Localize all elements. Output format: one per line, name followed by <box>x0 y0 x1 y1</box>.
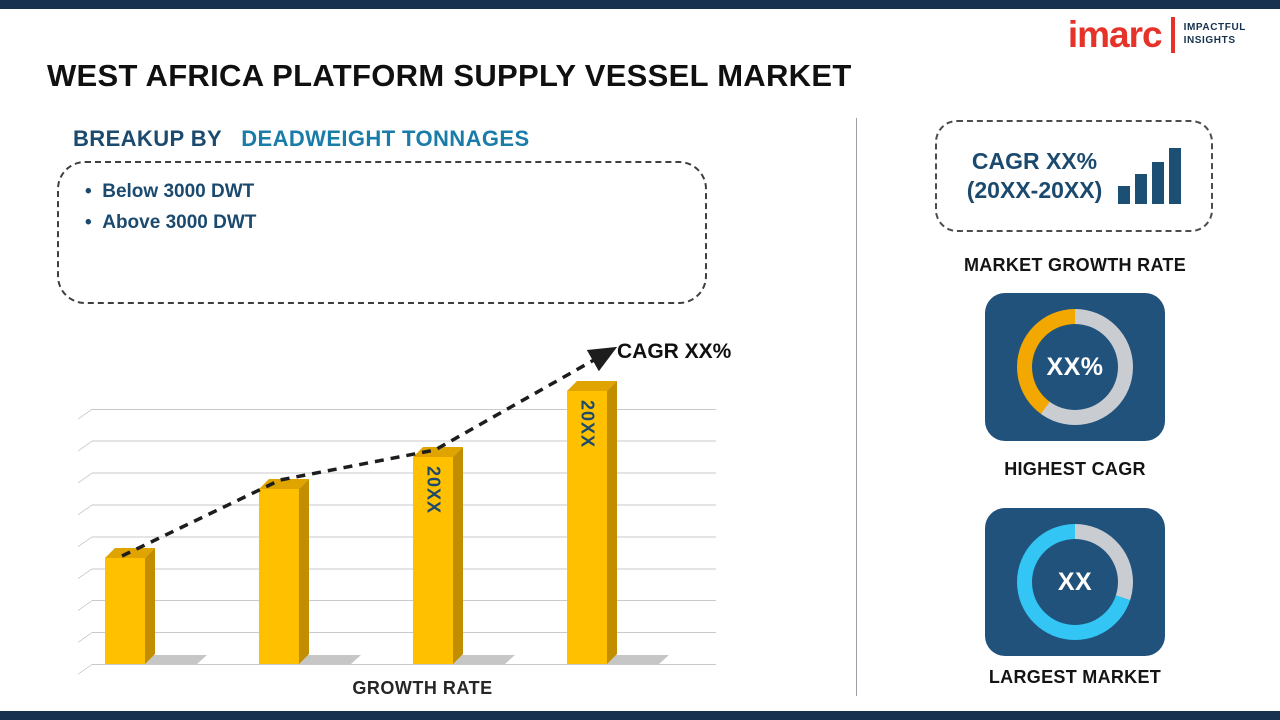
chart-bar: 20XX <box>567 391 607 664</box>
brand-divider <box>1170 16 1175 53</box>
largest-market-label: LARGEST MARKET <box>988 667 1162 687</box>
bar-year-label: 20XX <box>577 400 598 449</box>
breakup-heading-space <box>228 126 235 151</box>
breakup-item: Below 3000 DWT <box>85 177 679 208</box>
donut-chart-largest-market: XX <box>1017 524 1133 640</box>
brand-tagline: IMPACTFUL INSIGHTS <box>1184 22 1246 47</box>
top-border-strip <box>0 0 1280 9</box>
brand-tagline-line2: INSIGHTS <box>1183 34 1236 46</box>
chart-bar <box>259 488 299 664</box>
cagr-box-line1: CAGR XX% <box>971 148 1098 175</box>
highest-cagr-label: HIGHEST CAGR <box>1004 459 1146 479</box>
stat-tile-highest-cagr: XX% <box>985 293 1165 441</box>
cagr-box-text: CAGR XX% (20XX-20XX) <box>967 147 1103 205</box>
breakup-heading-highlight: DEADWEIGHT TONNAGES <box>241 126 530 151</box>
section-divider <box>856 118 857 696</box>
cagr-box-line2: (20XX-20XX) <box>966 177 1103 203</box>
cagr-box: CAGR XX% (20XX-20XX) <box>935 120 1213 232</box>
market-growth-label: MARKET GROWTH RATE <box>963 255 1187 275</box>
bottom-border-strip <box>0 711 1280 720</box>
chart-bar-group: 20XX <box>413 377 515 664</box>
trend-arrow <box>121 346 618 558</box>
x-axis-label: GROWTH RATE <box>352 678 493 698</box>
chart-bar-group <box>259 377 361 664</box>
page-title: WEST AFRICA PLATFORM SUPPLY VESSEL MARKE… <box>47 58 852 93</box>
chart-area: 20XX 20XX <box>60 377 720 675</box>
breakup-heading: BREAKUP BY DEADWEIGHT TONNAGES <box>73 126 530 152</box>
breakup-heading-prefix: BREAKUP BY <box>73 126 222 151</box>
brand-tagline-line1: IMPACTFUL <box>1183 22 1246 33</box>
chart-bar: 20XX <box>413 457 453 664</box>
breakup-box: Below 3000 DWT Above 3000 DWT <box>57 161 707 304</box>
brand-logo: imarc IMPACTFUL INSIGHTS <box>1068 16 1246 53</box>
chart-bar <box>105 557 145 664</box>
donut-chart-highest-cagr: XX% <box>1017 309 1133 425</box>
chart-bar-group: 20XX <box>567 377 669 664</box>
cagr-annotation: CAGR XX% <box>617 340 732 363</box>
bar-year-label: 20XX <box>423 466 444 515</box>
chart-bar-group <box>105 377 207 664</box>
breakup-item: Above 3000 DWT <box>85 208 679 239</box>
stat-tile-largest-market: XX <box>985 508 1165 656</box>
bar-chart-icon <box>1118 148 1182 204</box>
brand-name: imarc <box>1067 14 1163 55</box>
donut-center-value: XX% <box>1046 352 1104 381</box>
donut-center-value: XX <box>1057 567 1093 596</box>
